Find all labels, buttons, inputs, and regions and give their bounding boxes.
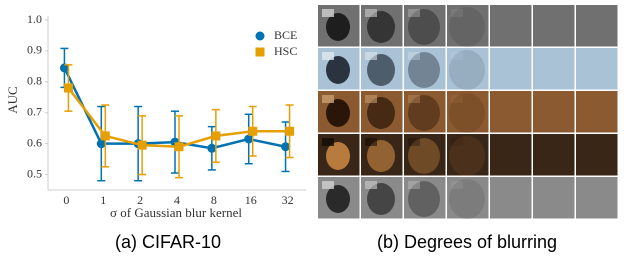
- image-tile: [533, 48, 575, 90]
- image-tile: [576, 48, 618, 90]
- image-tile: [490, 91, 532, 133]
- image-detail: [326, 185, 350, 213]
- x-tick-label: 2: [137, 193, 143, 207]
- legend-label: HSC: [274, 44, 297, 58]
- marker: [64, 84, 73, 93]
- image-tile: [533, 91, 575, 133]
- image-detail: [322, 52, 334, 60]
- x-tick-label: 32: [282, 193, 294, 207]
- image-tile: [576, 177, 618, 219]
- image-detail: [408, 138, 420, 146]
- image-detail: [365, 9, 377, 17]
- x-tick-label: 1: [100, 193, 106, 207]
- image-detail: [326, 142, 350, 170]
- marker: [211, 131, 220, 140]
- marker: [244, 135, 253, 144]
- marker: [97, 139, 106, 148]
- x-tick-label: 4: [174, 193, 180, 207]
- image-detail: [322, 181, 334, 189]
- y-tick-label: 0.8: [27, 74, 42, 88]
- legend-marker: [256, 48, 265, 57]
- image-detail: [322, 95, 334, 103]
- image-detail: [451, 181, 463, 189]
- image-detail: [326, 13, 350, 41]
- marker: [207, 144, 216, 153]
- image-tile: [533, 134, 575, 176]
- image-detail: [408, 52, 420, 60]
- image-tile: [576, 5, 618, 47]
- blur-image-grid: [318, 5, 618, 219]
- marker: [175, 142, 184, 151]
- image-detail: [326, 99, 350, 127]
- y-tick-label: 0.9: [27, 43, 42, 57]
- image-detail: [451, 95, 463, 103]
- caption: (a) CIFAR-10: [115, 232, 221, 252]
- image-tile: [490, 48, 532, 90]
- image-tile: [490, 5, 532, 47]
- image-detail: [451, 52, 463, 60]
- y-tick-label: 1.0: [27, 12, 42, 26]
- image-tile: [576, 91, 618, 133]
- marker: [101, 131, 110, 140]
- legend-marker: [256, 32, 265, 41]
- image-detail: [365, 138, 377, 146]
- marker: [281, 142, 290, 151]
- x-axis-label: σ of Gaussian blur kernel: [110, 205, 242, 220]
- y-tick-label: 0.5: [27, 166, 42, 180]
- image-detail: [365, 95, 377, 103]
- image-detail: [365, 181, 377, 189]
- image-detail: [408, 9, 420, 17]
- x-tick-label: 16: [245, 193, 257, 207]
- y-axis-label: AUC: [5, 86, 20, 113]
- image-detail: [326, 56, 350, 84]
- image-detail: [451, 9, 463, 17]
- image-detail: [322, 138, 334, 146]
- image-tile: [490, 134, 532, 176]
- image-tile: [533, 177, 575, 219]
- image-tile: [576, 134, 618, 176]
- marker: [138, 141, 147, 150]
- image-detail: [451, 138, 463, 146]
- image-detail: [408, 181, 420, 189]
- figure: (a) CIFAR-10 (b) Degrees of blurring σ o…: [0, 0, 624, 259]
- image-detail: [322, 9, 334, 17]
- image-tile: [533, 5, 575, 47]
- y-tick-label: 0.6: [27, 135, 42, 149]
- image-detail: [365, 52, 377, 60]
- y-tick-label: 0.7: [27, 104, 42, 118]
- caption: (b) Degrees of blurring: [377, 232, 557, 252]
- legend-label: BCE: [274, 28, 297, 42]
- x-tick-label: 0: [63, 193, 69, 207]
- marker: [285, 127, 294, 136]
- image-detail: [408, 95, 420, 103]
- image-tile: [490, 177, 532, 219]
- x-tick-label: 8: [211, 193, 217, 207]
- marker: [248, 127, 257, 136]
